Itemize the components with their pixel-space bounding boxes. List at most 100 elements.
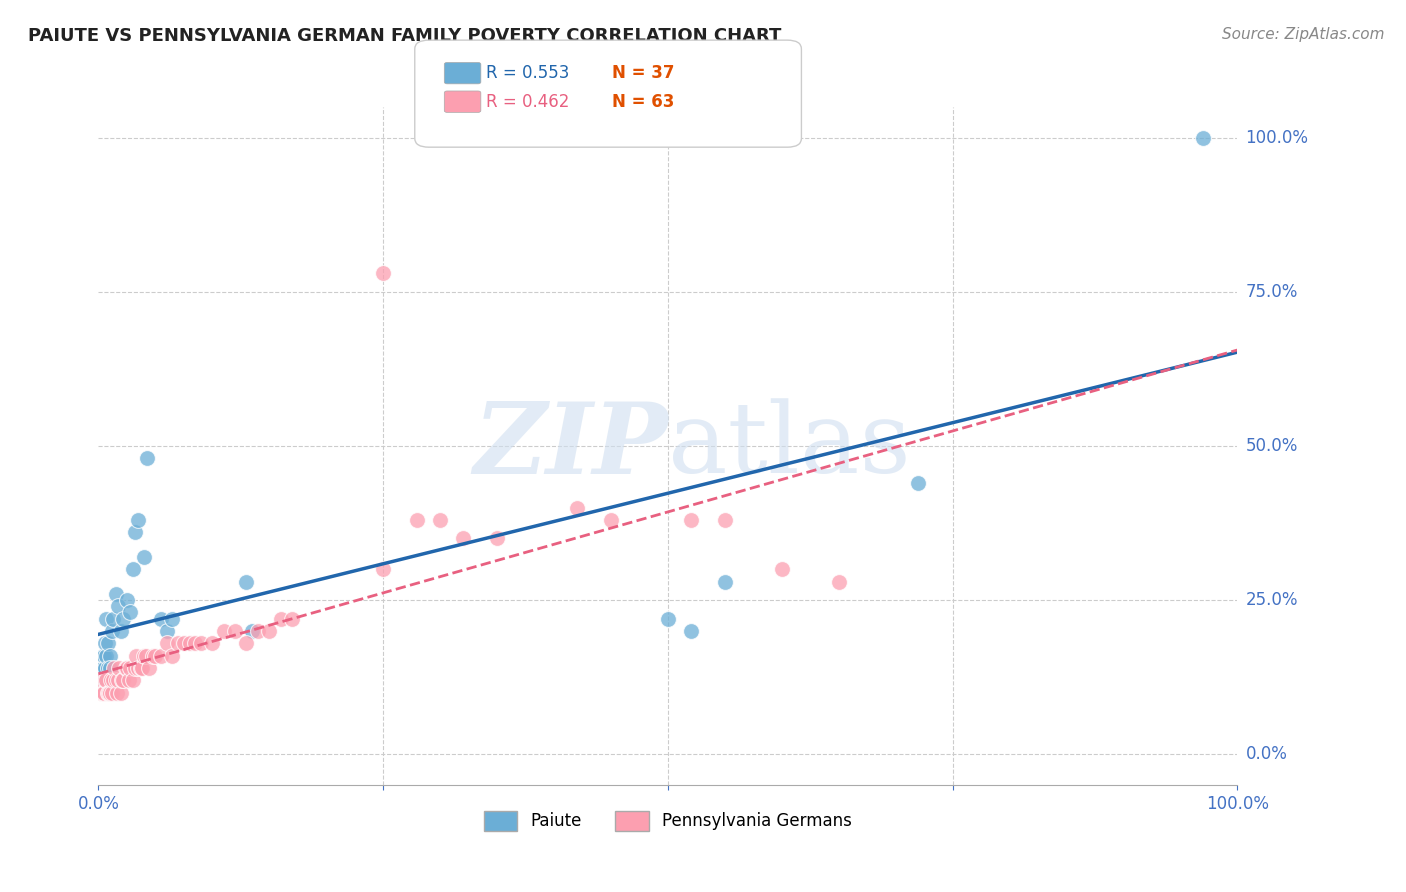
Point [91, 685, 114, 699]
Point [212, 624, 235, 638]
Text: PAIUTE VS PENNSYLVANIA GERMAN FAMILY POVERTY CORRELATION CHART: PAIUTE VS PENNSYLVANIA GERMAN FAMILY POV… [28, 27, 782, 45]
Point [770, 562, 793, 576]
Point [90, 673, 112, 688]
Point [107, 599, 129, 614]
Point [142, 648, 165, 663]
Point [259, 624, 281, 638]
Point [201, 636, 224, 650]
Point [120, 661, 142, 675]
Point [173, 636, 195, 650]
Point [270, 611, 292, 625]
Point [111, 673, 134, 688]
Point [679, 513, 702, 527]
Point [94, 673, 117, 688]
Point [451, 532, 474, 546]
Point [101, 624, 124, 638]
Point [714, 574, 737, 589]
Point [1192, 131, 1215, 145]
Point [98, 685, 121, 699]
Point [112, 673, 135, 688]
Point [127, 661, 149, 675]
Point [184, 636, 207, 650]
Point [828, 574, 851, 589]
Point [114, 661, 136, 675]
Point [98, 648, 121, 663]
Point [224, 624, 246, 638]
Point [167, 636, 190, 650]
Point [145, 648, 167, 663]
Point [124, 525, 146, 540]
Point [240, 624, 263, 638]
Text: N = 63: N = 63 [612, 93, 673, 111]
Point [281, 611, 304, 625]
Point [100, 673, 122, 688]
Point [429, 513, 451, 527]
Point [108, 661, 131, 675]
Point [125, 648, 148, 663]
Point [115, 593, 138, 607]
Point [190, 636, 212, 650]
Point [135, 648, 157, 663]
Point [371, 562, 394, 576]
Point [679, 624, 702, 638]
Point [657, 611, 679, 625]
Point [90, 685, 112, 699]
Point [714, 513, 737, 527]
Point [90, 673, 112, 688]
Text: 50.0%: 50.0% [1246, 437, 1298, 455]
Point [124, 661, 146, 675]
Point [150, 611, 173, 625]
Point [104, 673, 127, 688]
Point [118, 673, 141, 688]
Point [93, 673, 115, 688]
Point [104, 587, 127, 601]
Point [94, 661, 117, 675]
Point [97, 685, 120, 699]
Text: R = 0.462: R = 0.462 [486, 93, 569, 111]
Text: 0.0%: 0.0% [1246, 745, 1288, 764]
Point [96, 636, 118, 650]
Point [121, 562, 143, 576]
Point [136, 451, 159, 466]
Point [132, 549, 155, 564]
Point [600, 513, 623, 527]
Point [129, 661, 152, 675]
Point [93, 685, 115, 699]
Point [907, 475, 929, 490]
Point [98, 661, 121, 675]
Point [96, 685, 118, 699]
Point [156, 636, 179, 650]
Point [162, 648, 184, 663]
Point [96, 611, 118, 625]
Point [120, 606, 142, 620]
Point [150, 648, 173, 663]
Point [246, 624, 269, 638]
Point [179, 636, 201, 650]
Text: N = 37: N = 37 [612, 64, 673, 82]
Point [110, 624, 132, 638]
Point [121, 673, 143, 688]
Point [103, 611, 125, 625]
Point [110, 685, 132, 699]
Point [115, 661, 138, 675]
Text: 25.0%: 25.0% [1246, 591, 1298, 609]
Point [96, 673, 118, 688]
Point [138, 661, 160, 675]
Point [90, 661, 112, 675]
Point [486, 532, 509, 546]
Point [131, 661, 153, 675]
Point [132, 648, 155, 663]
Point [112, 611, 135, 625]
Text: Source: ZipAtlas.com: Source: ZipAtlas.com [1222, 27, 1385, 42]
Point [565, 500, 588, 515]
Text: R = 0.553: R = 0.553 [486, 64, 569, 82]
Text: 100.0%: 100.0% [1246, 128, 1309, 147]
Point [101, 685, 124, 699]
Point [105, 685, 128, 699]
Point [371, 267, 394, 281]
Text: ZIP: ZIP [472, 398, 668, 494]
Point [96, 661, 118, 675]
Point [96, 648, 118, 663]
Point [107, 673, 129, 688]
Text: 75.0%: 75.0% [1246, 283, 1298, 301]
